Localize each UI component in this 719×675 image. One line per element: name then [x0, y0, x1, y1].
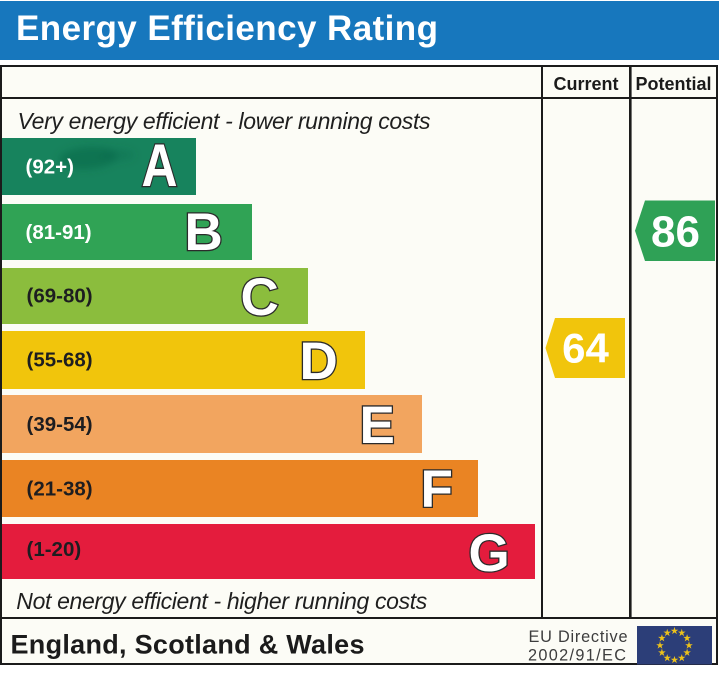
- svg-text:(81-91): (81-91): [26, 221, 92, 244]
- svg-text:C: C: [241, 268, 279, 327]
- svg-text:A: A: [142, 132, 178, 199]
- svg-text:(21-38): (21-38): [27, 478, 93, 501]
- svg-text:(92+): (92+): [26, 156, 74, 179]
- svg-text:86: 86: [651, 208, 700, 257]
- svg-text:Not energy efficient - higher: Not energy efficient - higher running co…: [16, 588, 428, 614]
- svg-text:F: F: [421, 460, 453, 519]
- svg-text:2002/91/EC: 2002/91/EC: [528, 647, 626, 665]
- svg-text:Current: Current: [553, 74, 618, 94]
- svg-text:England, Scotland & Wales: England, Scotland & Wales: [11, 630, 365, 660]
- svg-text:(55-68): (55-68): [27, 349, 93, 372]
- svg-text:(69-80): (69-80): [27, 285, 93, 308]
- svg-text:Potential: Potential: [635, 74, 711, 94]
- svg-text:Energy Efficiency Rating: Energy Efficiency Rating: [16, 9, 438, 48]
- svg-text:B: B: [185, 203, 223, 262]
- svg-text:Very energy efficient - lower: Very energy efficient - lower running co…: [18, 108, 432, 134]
- svg-text:D: D: [300, 332, 338, 391]
- svg-text:64: 64: [562, 325, 609, 372]
- svg-text:(39-54): (39-54): [27, 413, 93, 436]
- svg-text:E: E: [360, 396, 395, 455]
- svg-text:(1-20): (1-20): [27, 538, 82, 561]
- svg-text:EU Directive: EU Directive: [529, 628, 628, 646]
- svg-text:G: G: [469, 524, 510, 583]
